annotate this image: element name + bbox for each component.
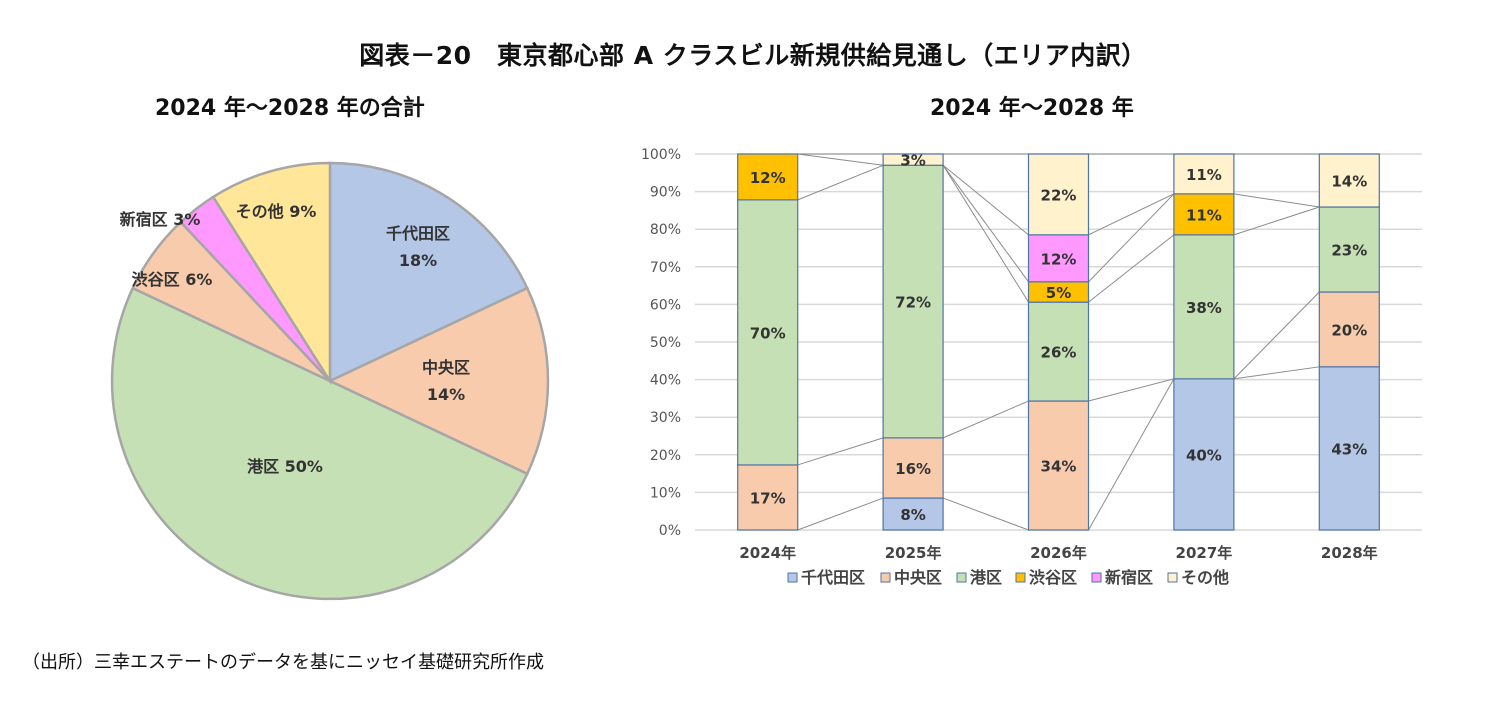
bar-中央区-2028年 <box>1318 291 1380 368</box>
legend-label: 千代田区 <box>801 568 865 587</box>
series-line-中央区 <box>797 437 884 466</box>
legend-swatch-その他 <box>1167 572 1178 583</box>
data-label: 17% <box>750 489 786 507</box>
series-line-千代田区 <box>942 497 1029 531</box>
bar-その他-2025年 <box>882 153 944 166</box>
x-tick-label: 2025年 <box>885 544 942 562</box>
data-label: 40% <box>1186 446 1222 464</box>
data-label: 12% <box>750 169 786 187</box>
series-line-新宿区 <box>942 164 1029 236</box>
series-line-港区 <box>1233 206 1320 236</box>
y-tick-label: 30% <box>650 410 681 426</box>
series-line-中央区 <box>1233 291 1320 380</box>
x-tick-label: 2028年 <box>1321 544 1378 562</box>
figure-title: 図表－20 東京都心部 A クラスビル新規供給見通し（エリア内訳） <box>359 41 1147 70</box>
series-line-渋谷区 <box>942 164 1029 283</box>
pie-label: 18% <box>399 251 437 270</box>
x-tick-label: 2026年 <box>1030 544 1087 562</box>
legend-label: 新宿区 <box>1105 568 1153 587</box>
data-label: 34% <box>1041 458 1077 476</box>
pie-title: 2024 年～2028 年の合計 <box>155 96 425 121</box>
data-label: 22% <box>1041 186 1077 204</box>
legend-swatch-渋谷区 <box>1015 572 1026 583</box>
series-line-港区 <box>1088 234 1175 303</box>
bar-その他-2027年 <box>1173 153 1235 195</box>
legend-label: 渋谷区 <box>1029 568 1077 587</box>
data-label: 23% <box>1331 242 1367 260</box>
series-line-渋谷区 <box>797 153 884 166</box>
bar-渋谷区-2024年 <box>737 153 799 201</box>
data-label: 14% <box>1331 173 1367 191</box>
pie-slice-港区 <box>110 286 529 600</box>
bar-中央区-2026年 <box>1027 400 1090 531</box>
source-note: （出所）三幸エステートのデータを基にニッセイ基礎研究所作成 <box>22 652 544 673</box>
bar-渋谷区-2027年 <box>1173 193 1235 236</box>
data-label: 72% <box>895 294 931 312</box>
bar-千代田区-2028年 <box>1318 366 1380 531</box>
y-tick-label: 60% <box>650 297 681 313</box>
data-label: 70% <box>750 324 786 342</box>
y-tick-label: 70% <box>650 260 681 276</box>
series-line-港区 <box>797 164 884 201</box>
pie-slice-中央区 <box>327 286 550 476</box>
pie-label: 14% <box>427 385 465 404</box>
data-label: 3% <box>900 152 925 170</box>
pie-slice-千代田区 <box>328 161 529 383</box>
y-tick-label: 80% <box>650 222 681 238</box>
series-line-渋谷区 <box>1088 193 1175 283</box>
data-label: 16% <box>895 460 931 478</box>
x-tick-label: 2024年 <box>739 544 796 562</box>
legend-swatch-中央区 <box>880 572 891 583</box>
data-label: 38% <box>1186 299 1222 317</box>
series-line-渋谷区 <box>1233 193 1320 208</box>
data-label: 8% <box>900 506 925 524</box>
series-line-千代田区 <box>1233 366 1320 380</box>
bar-千代田区-2025年 <box>882 497 944 531</box>
pie-label: 新宿区 3% <box>120 210 201 229</box>
bar-中央区-2025年 <box>882 437 944 499</box>
data-label: 20% <box>1331 321 1367 339</box>
data-label: 26% <box>1041 344 1077 362</box>
data-label: 11% <box>1186 166 1222 184</box>
data-label: 11% <box>1186 206 1222 224</box>
bar-千代田区-2027年 <box>1173 378 1235 531</box>
y-tick-label: 40% <box>650 373 681 389</box>
series-line-新宿区 <box>1088 193 1175 236</box>
data-label: 43% <box>1331 440 1367 458</box>
series-line-千代田区 <box>797 497 884 531</box>
y-tick-label: 20% <box>650 448 681 464</box>
bar-title: 2024 年～2028 年 <box>930 96 1134 121</box>
y-tick-label: 100% <box>641 147 681 163</box>
legend-label: その他 <box>1181 568 1229 587</box>
pie-slice-その他 <box>211 161 332 386</box>
data-label: 5% <box>1046 284 1071 302</box>
pie-label: 千代田区 <box>386 224 450 243</box>
bar-港区-2025年 <box>882 164 944 439</box>
bar-港区-2027年 <box>1173 234 1235 380</box>
bar-港区-2026年 <box>1027 301 1090 402</box>
y-tick-label: 90% <box>650 185 681 201</box>
series-line-港区 <box>942 165 1029 303</box>
data-label: 12% <box>1041 250 1077 268</box>
legend-label: 港区 <box>970 568 1002 587</box>
y-tick-label: 0% <box>659 523 681 539</box>
legend-swatch-千代田区 <box>787 572 798 583</box>
x-tick-label: 2027年 <box>1176 544 1233 562</box>
series-line-千代田区 <box>1088 378 1175 531</box>
pie-label: 渋谷区 6% <box>132 270 213 289</box>
bar-その他-2026年 <box>1027 153 1090 236</box>
series-line-中央区 <box>942 400 1029 439</box>
legend-label: 中央区 <box>894 568 942 587</box>
y-tick-label: 10% <box>650 485 681 501</box>
pie-label: その他 9% <box>236 202 317 221</box>
bar-港区-2024年 <box>737 199 799 466</box>
legend-swatch-港区 <box>956 572 967 583</box>
pie-label: 中央区 <box>422 358 470 377</box>
pie-label: 港区 50% <box>247 457 323 476</box>
bar-その他-2028年 <box>1318 153 1380 208</box>
legend-swatch-新宿区 <box>1091 572 1102 583</box>
series-line-中央区 <box>1088 378 1175 402</box>
y-tick-label: 50% <box>650 335 681 351</box>
